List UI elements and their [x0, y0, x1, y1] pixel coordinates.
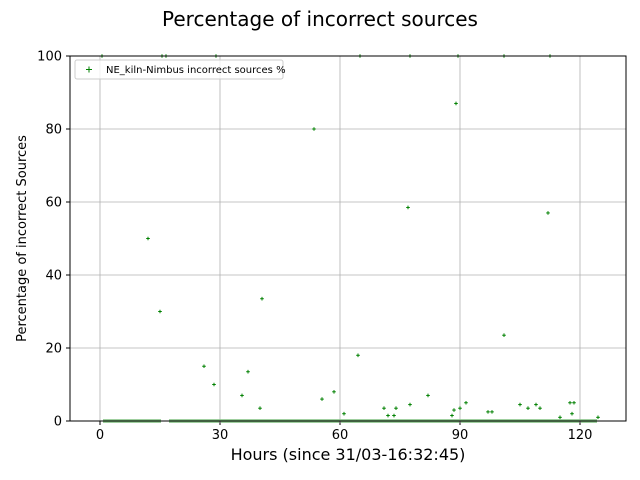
data-point	[320, 397, 324, 401]
data-point	[546, 211, 550, 215]
y-tick-label: 40	[45, 269, 62, 284]
y-tick-label: 0	[54, 415, 62, 430]
data-point	[568, 400, 572, 405]
data-point	[452, 408, 456, 412]
y-axis-label: Percentage of incorrect Sources	[15, 135, 30, 342]
data-point	[538, 406, 542, 411]
data-points	[100, 54, 600, 423]
data-point	[450, 413, 454, 418]
x-tick-label: 120	[568, 428, 593, 443]
data-point	[394, 406, 398, 411]
data-point	[454, 101, 458, 106]
data-point	[596, 415, 600, 420]
legend: NE_kiln-Nimbus incorrect sources %	[74, 59, 286, 80]
x-tick-label: 90	[452, 428, 469, 443]
data-point	[392, 413, 396, 418]
data-point	[356, 353, 360, 358]
legend-marker	[86, 66, 92, 73]
data-point	[240, 393, 244, 398]
data-point	[332, 390, 336, 394]
plot-area-frame	[69, 55, 627, 422]
data-point	[212, 382, 216, 387]
data-point	[464, 400, 468, 405]
legend-entry-label: NE_kiln-Nimbus incorrect sources %	[106, 65, 286, 76]
data-point	[158, 309, 162, 314]
data-point	[260, 296, 264, 301]
data-point	[570, 411, 574, 416]
y-tick-label: 100	[37, 50, 62, 65]
data-point	[572, 400, 576, 405]
grid-layer	[70, 55, 626, 422]
legend-marker-plus	[86, 66, 92, 73]
data-point	[490, 410, 494, 414]
x-tick-label: 30	[212, 428, 229, 443]
data-point	[486, 410, 490, 414]
data-point	[426, 393, 430, 398]
data-point	[558, 415, 562, 420]
x-tick-label: 60	[332, 428, 349, 443]
data-point	[258, 406, 262, 411]
data-point	[518, 402, 522, 407]
y-tick-label: 60	[45, 196, 62, 211]
data-point	[526, 406, 530, 411]
axis-ticks: 0 30 60 90 120 0 20 40 60 80 100	[37, 50, 592, 444]
y-tick-label: 80	[45, 123, 62, 138]
data-point	[382, 406, 386, 411]
data-point	[202, 364, 206, 369]
data-point	[342, 411, 346, 416]
data-point	[458, 406, 462, 411]
x-axis-label: Hours (since 31/03-16:32:45)	[231, 445, 466, 464]
x-tick-label: 0	[96, 428, 104, 443]
data-point	[502, 333, 506, 338]
data-point	[534, 402, 538, 407]
data-point	[146, 236, 150, 241]
data-point	[246, 369, 250, 374]
legend-box	[74, 59, 284, 80]
chart-title: Percentage of incorrect sources	[162, 7, 478, 31]
data-point	[408, 402, 412, 407]
data-point	[406, 205, 410, 210]
data-point	[386, 413, 390, 418]
y-tick-label: 20	[45, 342, 62, 357]
data-point	[312, 127, 316, 131]
